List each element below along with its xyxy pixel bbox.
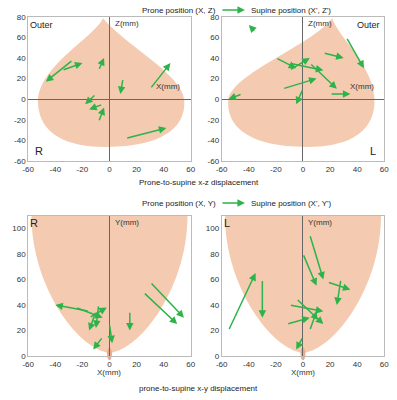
svg-text:20: 20 — [132, 165, 141, 174]
svg-text:-60: -60 — [208, 157, 220, 166]
svg-text:0: 0 — [215, 95, 220, 104]
svg-text:L: L — [224, 217, 230, 229]
svg-text:60: 60 — [186, 165, 195, 174]
svg-text:Outer: Outer — [357, 20, 380, 30]
svg-text:X(mm): X(mm) — [97, 368, 121, 377]
svg-text:20: 20 — [326, 360, 335, 369]
svg-text:-20: -20 — [270, 165, 282, 174]
svg-text:-40: -40 — [50, 360, 62, 369]
svg-text:20: 20 — [210, 326, 219, 335]
svg-text:-20: -20 — [14, 116, 26, 125]
svg-text:Prone position (X, Y): Prone position (X, Y) — [142, 199, 216, 208]
svg-text:100: 100 — [206, 224, 220, 233]
svg-text:X(mm): X(mm) — [291, 368, 315, 377]
svg-text:0: 0 — [21, 95, 26, 104]
svg-text:-60: -60 — [216, 165, 228, 174]
svg-text:-40: -40 — [50, 165, 62, 174]
svg-text:R: R — [30, 217, 38, 229]
svg-text:60: 60 — [380, 360, 389, 369]
svg-text:60: 60 — [380, 165, 389, 174]
svg-text:-40: -40 — [208, 136, 220, 145]
svg-text:-60: -60 — [14, 157, 26, 166]
svg-text:40: 40 — [17, 54, 26, 63]
svg-text:Outer: Outer — [30, 20, 53, 30]
svg-text:-40: -40 — [243, 165, 255, 174]
svg-text:20: 20 — [132, 360, 141, 369]
svg-text:-20: -20 — [208, 116, 220, 125]
svg-text:-40: -40 — [243, 360, 255, 369]
svg-text:-20: -20 — [77, 360, 89, 369]
svg-text:40: 40 — [353, 360, 362, 369]
svg-text:-60: -60 — [22, 360, 34, 369]
svg-text:0: 0 — [301, 360, 306, 369]
svg-text:60: 60 — [210, 275, 219, 284]
svg-text:40: 40 — [17, 301, 26, 310]
svg-text:-40: -40 — [14, 136, 26, 145]
svg-text:80: 80 — [17, 13, 26, 22]
svg-text:80: 80 — [17, 250, 26, 259]
svg-text:20: 20 — [326, 165, 335, 174]
svg-text:40: 40 — [159, 165, 168, 174]
svg-text:Z(mm): Z(mm) — [115, 19, 139, 28]
svg-text:Z(mm): Z(mm) — [308, 19, 332, 28]
svg-text:40: 40 — [210, 301, 219, 310]
svg-text:L: L — [370, 145, 376, 157]
svg-text:60: 60 — [210, 33, 219, 42]
svg-text:Y(mm): Y(mm) — [308, 218, 332, 227]
svg-text:Supine position (X', Z'): Supine position (X', Z') — [251, 6, 331, 15]
svg-text:-60: -60 — [216, 360, 228, 369]
svg-text:Prone-to-supine x-z displaceme: Prone-to-supine x-z displacement — [139, 178, 259, 187]
svg-text:80: 80 — [210, 13, 219, 22]
svg-text:Supine position (X', Y'): Supine position (X', Y') — [251, 199, 332, 208]
svg-text:40: 40 — [353, 165, 362, 174]
svg-text:100: 100 — [12, 224, 26, 233]
svg-text:X(mm): X(mm) — [350, 82, 374, 91]
svg-text:X(mm): X(mm) — [156, 82, 180, 91]
svg-text:60: 60 — [17, 33, 26, 42]
svg-text:R: R — [35, 145, 43, 157]
svg-text:Prone position (X, Z): Prone position (X, Z) — [142, 6, 216, 15]
svg-text:40: 40 — [210, 54, 219, 63]
svg-text:prone-to-supine x-y displaceme: prone-to-supine x-y displacement — [139, 384, 258, 393]
svg-text:-60: -60 — [22, 165, 34, 174]
svg-text:20: 20 — [17, 74, 26, 83]
svg-text:-20: -20 — [77, 165, 89, 174]
svg-text:0: 0 — [107, 360, 112, 369]
svg-text:-20: -20 — [270, 360, 282, 369]
svg-text:20: 20 — [210, 74, 219, 83]
svg-text:40: 40 — [159, 360, 168, 369]
svg-text:20: 20 — [17, 326, 26, 335]
svg-text:60: 60 — [186, 360, 195, 369]
svg-text:0: 0 — [301, 165, 306, 174]
svg-text:Y(mm): Y(mm) — [115, 218, 139, 227]
svg-text:60: 60 — [17, 275, 26, 284]
svg-text:80: 80 — [210, 250, 219, 259]
svg-text:0: 0 — [107, 165, 112, 174]
svg-text:0: 0 — [215, 352, 220, 361]
svg-text:0: 0 — [21, 352, 26, 361]
